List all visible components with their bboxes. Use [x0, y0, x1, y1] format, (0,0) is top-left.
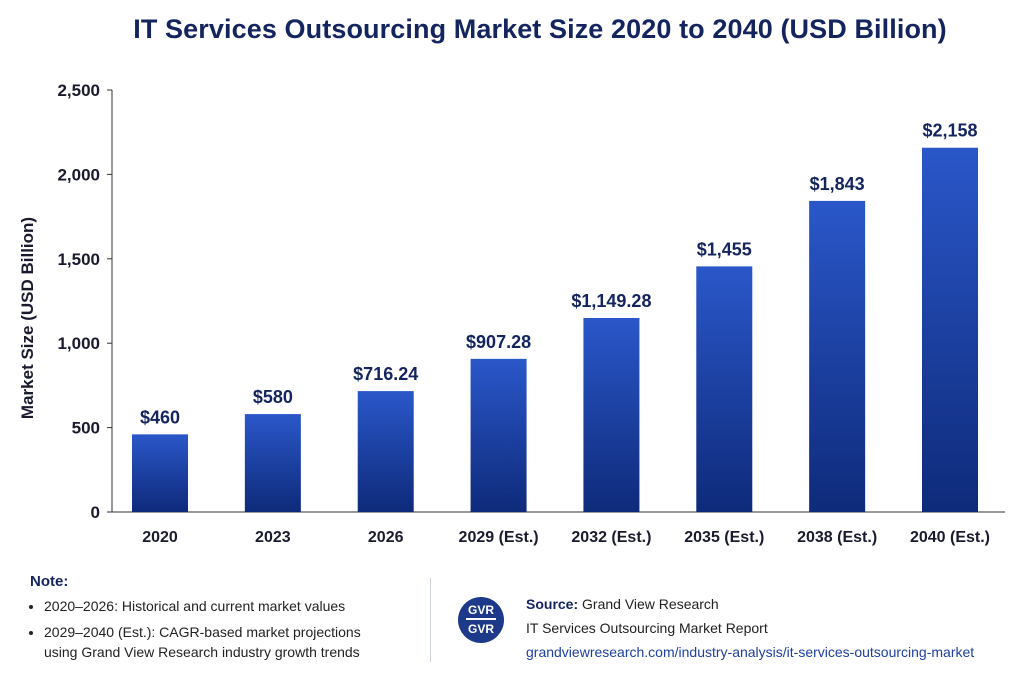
data-label: $460 [140, 407, 180, 427]
note-section: Note: 2020–2026: Historical and current … [30, 573, 394, 668]
x-tick-label: 2020 [142, 529, 178, 546]
bar [470, 358, 527, 512]
chart-axes: 0 500 1,000 1,500 2,000 2,500 Market Size (USD… [18, 81, 1005, 522]
bar-chart: 0 500 1,000 1,500 2,000 2,500 Market Size (USD… [18, 81, 1005, 546]
gvr-logo-icon: GVR GVR [458, 597, 504, 643]
data-label: $1,843 [810, 174, 865, 194]
y-tick-label: 2,000 [57, 165, 100, 184]
y-axis-label: Market Size (USD Billion) [18, 217, 37, 419]
footer-divider [430, 578, 431, 662]
bar [922, 147, 978, 512]
x-tick-label: 2026 [368, 529, 404, 546]
bar [132, 434, 188, 512]
source-url[interactable]: grandviewresearch.com/industry-analysis/… [526, 644, 975, 660]
data-label: $716.24 [353, 364, 418, 384]
data-label: $2,158 [922, 121, 977, 141]
y-tick-label: 500 [72, 419, 100, 438]
chart-title: IT Services Outsourcing Market Size 2020… [133, 14, 947, 44]
note-list: 2020–2026: Historical and current market… [30, 596, 394, 662]
data-label: $1,149.28 [571, 291, 651, 311]
x-tick-label: 2035 (Est.) [684, 529, 764, 546]
bar [244, 414, 301, 512]
note-heading: Note: [30, 573, 69, 590]
x-tick-label: 2038 (Est.) [797, 529, 877, 546]
y-tick-label: 1,000 [57, 334, 100, 353]
data-label: $580 [253, 387, 293, 407]
bar [696, 266, 753, 512]
y-tick-label: 0 [91, 503, 100, 522]
y-tick-label: 2,500 [57, 81, 100, 100]
source-report: IT Services Outsourcing Market Report [526, 620, 768, 636]
x-tick-label: 2040 (Est.) [910, 529, 990, 546]
bar [809, 200, 866, 512]
source-name: Grand View Research [582, 596, 719, 612]
chart-labels: $460 2020 $580 2023 $716.24 2026 $907.28 2029 (… [140, 121, 990, 546]
chart-bars [132, 147, 978, 512]
data-label: $1,455 [697, 239, 752, 259]
source-section: Source: Grand View Research IT Services … [526, 594, 974, 666]
source-label: Source: [526, 596, 579, 612]
x-tick-label: 2029 (Est.) [459, 529, 539, 546]
bar [583, 318, 640, 512]
y-tick-label: 1,500 [57, 250, 100, 269]
bar [357, 391, 414, 512]
note-item: 2029–2040 (Est.): CAGR-based market proj… [44, 622, 394, 662]
data-label: $907.28 [466, 332, 531, 352]
x-tick-label: 2032 (Est.) [571, 529, 651, 546]
note-item: 2020–2026: Historical and current market… [44, 596, 394, 616]
x-tick-label: 2023 [255, 529, 291, 546]
